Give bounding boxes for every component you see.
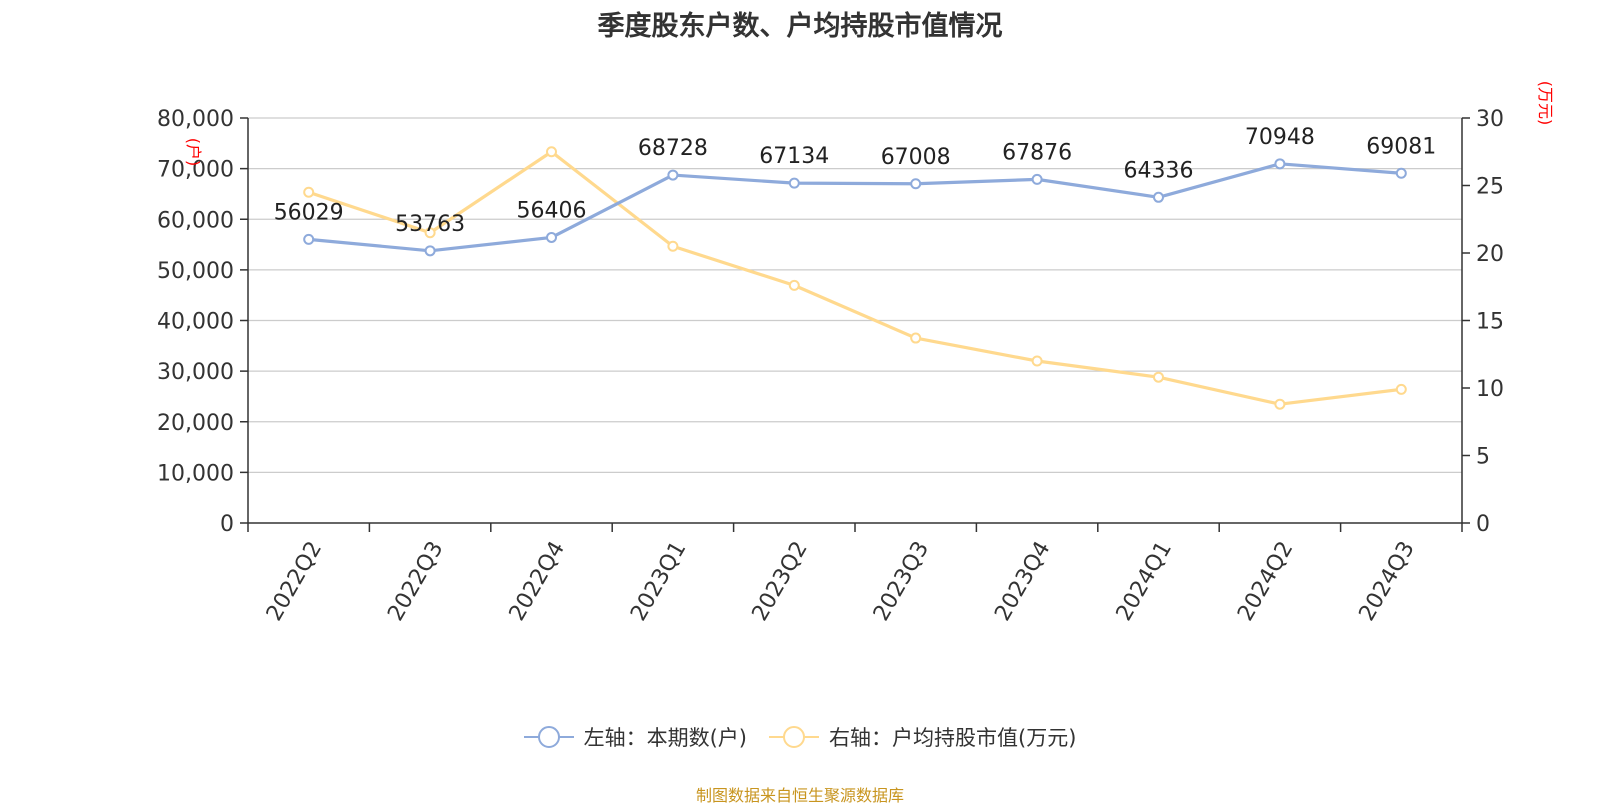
x-axis-tick-label: 2023Q4: [990, 537, 1055, 625]
data-label: 56406: [517, 198, 587, 223]
data-point-left: [1031, 173, 1043, 185]
data-label: 67008: [881, 145, 951, 170]
data-point-right: [1031, 355, 1043, 367]
data-point-left: [1274, 158, 1286, 170]
x-axis-tick-label: 2023Q2: [748, 537, 813, 625]
legend-label-left-series: 左轴：本期数(户): [583, 726, 747, 750]
data-label: 64336: [1124, 158, 1194, 183]
data-point-left: [546, 231, 557, 243]
x-axis-tick-label: 2024Q2: [1233, 537, 1298, 625]
right-axis-tick-label: 25: [1476, 175, 1504, 200]
left-axis-tick-label: 10,000: [157, 461, 234, 486]
data-point-right: [546, 146, 557, 158]
data-point-left: [303, 233, 315, 245]
data-point-left: [1153, 191, 1164, 203]
data-point-right: [788, 279, 800, 291]
data-label: 70948: [1245, 125, 1315, 150]
data-point-right: [303, 186, 315, 198]
data-point-left: [788, 177, 800, 189]
right-axis-unit-label: (万元): [1536, 81, 1555, 126]
data-label: 53763: [395, 212, 465, 237]
series-line-right: [308, 150, 1402, 406]
data-point-right: [910, 332, 922, 344]
x-axis-tick-label: 2023Q3: [869, 537, 934, 625]
right-axis-tick-label: 20: [1476, 242, 1504, 267]
data-point-left: [1395, 167, 1407, 179]
data-point-left: [667, 169, 679, 181]
legend-item-left-series[interactable]: 左轴：本期数(户): [523, 722, 747, 752]
left-axis-unit-label: (户): [184, 138, 203, 167]
x-axis-tick-label: 2022Q2: [262, 537, 327, 625]
left-axis-tick-label: 40,000: [157, 310, 234, 335]
data-label: 67876: [1002, 140, 1072, 165]
legend-line-circle-icon: [769, 726, 819, 748]
chart-title: 季度股东户数、户均持股市值情况: [597, 11, 1003, 42]
data-point-left: [910, 178, 922, 190]
x-axis-tick-label: 2022Q4: [505, 537, 570, 625]
right-axis-tick-label: 5: [1476, 445, 1490, 470]
data-label: 68728: [638, 136, 708, 161]
right-axis-tick-label: 0: [1476, 512, 1490, 537]
data-point-left: [424, 245, 436, 257]
left-axis-tick-label: 0: [220, 512, 234, 537]
data-point-right: [1274, 398, 1286, 410]
legend-label-right-series: 右轴：户均持股市值(万元): [829, 726, 1077, 750]
source-note: 制图数据来自恒生聚源数据库: [695, 786, 904, 805]
left-axis-tick-label: 70,000: [157, 158, 234, 183]
data-point-right: [1153, 371, 1164, 383]
right-axis-tick-label: 10: [1476, 377, 1504, 402]
x-axis-tick-label: 2024Q3: [1355, 537, 1420, 625]
x-axis-tick-label: 2022Q3: [383, 537, 448, 625]
x-axis-tick-label: 2023Q1: [626, 537, 691, 625]
data-label: 67134: [759, 144, 829, 169]
x-axis-tick-label: 2024Q1: [1112, 537, 1177, 625]
left-axis-tick-label: 60,000: [157, 208, 234, 233]
right-axis-tick-label: 30: [1476, 107, 1504, 132]
data-label: 56029: [274, 200, 344, 225]
data-label: 69081: [1366, 134, 1436, 159]
right-axis-tick-label: 15: [1476, 310, 1504, 335]
legend-item-right-series[interactable]: 右轴：户均持股市值(万元): [769, 722, 1076, 752]
data-point-right: [424, 227, 436, 239]
chart-legend: 左轴：本期数(户) 右轴：户均持股市值(万元): [0, 722, 1600, 752]
data-point-right: [667, 240, 679, 252]
left-axis-tick-label: 50,000: [157, 259, 234, 284]
series-line-left: [308, 162, 1402, 253]
left-axis-tick-label: 20,000: [157, 411, 234, 436]
left-axis-tick-label: 80,000: [157, 107, 234, 132]
left-axis-tick-label: 30,000: [157, 360, 234, 385]
data-point-right: [1395, 383, 1407, 395]
legend-line-circle-icon: [523, 726, 574, 748]
